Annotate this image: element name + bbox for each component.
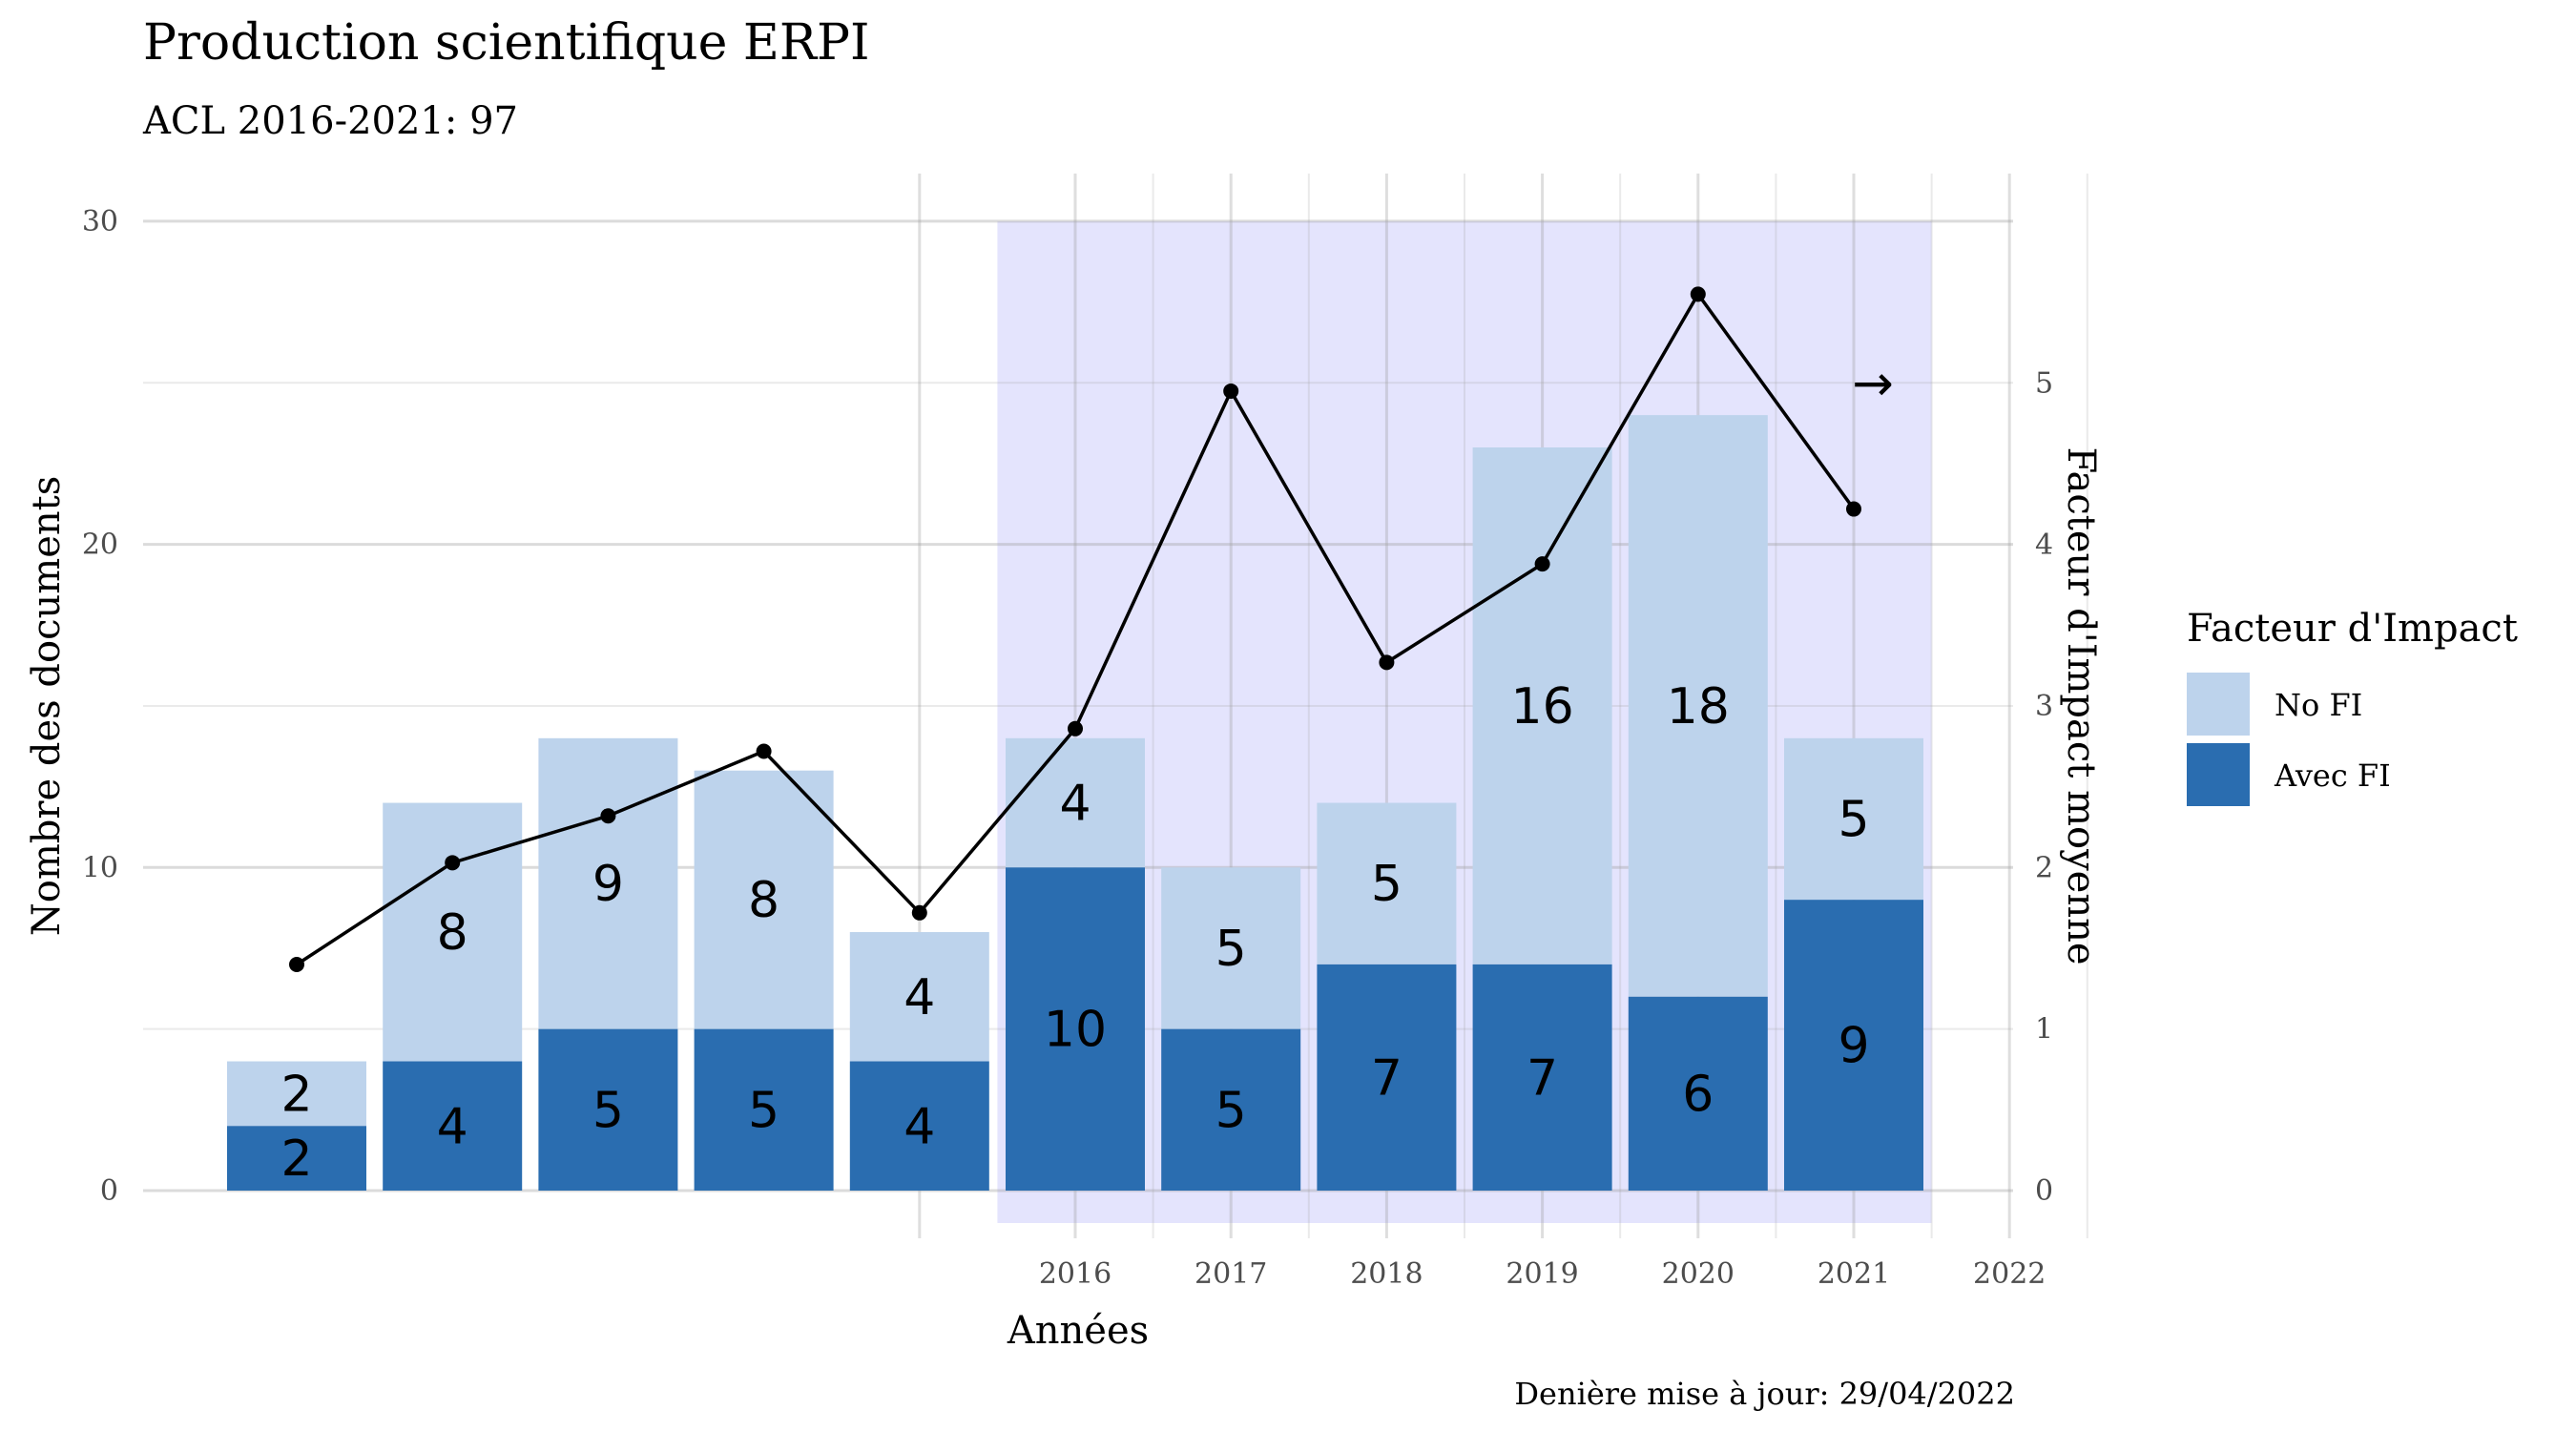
bar-label-avec-fi: 5 bbox=[1215, 1082, 1247, 1139]
bar-avec-fi bbox=[538, 1028, 678, 1191]
legend-label: No FI bbox=[2275, 687, 2362, 723]
y2-tick-label: 5 bbox=[2035, 367, 2053, 401]
bar-no-fi bbox=[1628, 415, 1768, 997]
chart-title: Production scientifique ERPI bbox=[143, 14, 870, 72]
bar-label-no-fi: 16 bbox=[1511, 678, 1574, 736]
y2-tick-label: 3 bbox=[2035, 690, 2053, 723]
y2-axis-ticks: 0 1 2 3 4 5 bbox=[2035, 367, 2053, 1209]
bar-avec-fi bbox=[1317, 964, 1457, 1191]
impact-point bbox=[1846, 501, 1861, 517]
bar-label-avec-fi: 7 bbox=[1527, 1049, 1558, 1107]
bar-label-no-fi: 2 bbox=[280, 1066, 312, 1123]
x-tick-label: 2018 bbox=[1350, 1257, 1423, 1291]
legend-swatch bbox=[2187, 743, 2250, 806]
bar-label-avec-fi: 7 bbox=[1371, 1049, 1402, 1107]
highlight-rect bbox=[997, 220, 1932, 1223]
bar-label-avec-fi: 6 bbox=[1682, 1066, 1714, 1123]
impact-point bbox=[1223, 383, 1239, 399]
impact-point bbox=[289, 956, 304, 972]
x-tick-label: 2019 bbox=[1506, 1257, 1578, 1291]
bar-label-no-fi: 8 bbox=[748, 872, 779, 929]
annotation: → bbox=[1852, 356, 1894, 413]
bar-label-avec-fi: 4 bbox=[437, 1098, 468, 1155]
legend-title: Facteur d'Impact bbox=[2187, 607, 2518, 651]
x-tick-label: 2017 bbox=[1195, 1257, 1267, 1291]
bar-label-no-fi: 8 bbox=[437, 904, 468, 962]
y-axis-ticks: 0 10 20 30 bbox=[82, 205, 118, 1208]
bar-label-avec-fi: 5 bbox=[592, 1082, 624, 1139]
bar-label-avec-fi: 4 bbox=[904, 1098, 935, 1155]
y2-tick-label: 2 bbox=[2035, 851, 2053, 884]
legend-label: Avec FI bbox=[2274, 757, 2391, 794]
bar-avec-fi bbox=[1628, 996, 1768, 1191]
impact-point bbox=[1068, 720, 1083, 736]
legend-swatch bbox=[2187, 673, 2250, 736]
bar-avec-fi bbox=[1161, 1028, 1301, 1191]
y2-tick-label: 4 bbox=[2035, 529, 2053, 562]
bar-no-fi bbox=[1472, 446, 1612, 964]
x-axis-title: Années bbox=[1007, 1309, 1149, 1353]
bar-label-avec-fi: 5 bbox=[748, 1082, 779, 1139]
bar-label-no-fi: 5 bbox=[1215, 921, 1247, 978]
impact-point bbox=[600, 808, 616, 824]
x-tick-label: 2022 bbox=[1973, 1257, 2046, 1291]
bar-no-fi bbox=[849, 932, 989, 1062]
bar-avec-fi bbox=[849, 1061, 989, 1191]
bar-avec-fi bbox=[1006, 867, 1145, 1191]
bar-no-fi bbox=[1161, 867, 1301, 1029]
bar-label-no-fi: 9 bbox=[592, 856, 624, 913]
bar-label-no-fi: 4 bbox=[1059, 776, 1091, 833]
bar-no-fi bbox=[694, 770, 834, 1029]
bar-avec-fi bbox=[1784, 900, 1923, 1191]
bar-no-fi bbox=[1006, 737, 1145, 868]
bar-no-fi bbox=[538, 737, 678, 1029]
impact-point bbox=[756, 743, 772, 759]
y-tick-label: 30 bbox=[82, 205, 118, 238]
highlight-band bbox=[997, 220, 1932, 1223]
chart-caption: Denière mise à jour: 29/04/2022 bbox=[1514, 1376, 2015, 1412]
x-axis-ticks: 2016 2017 2018 2019 2020 2021 2022 bbox=[1039, 1257, 2046, 1291]
impact-point bbox=[911, 904, 927, 921]
chart-subtitle: ACL 2016-2021: 97 bbox=[142, 99, 518, 143]
bar-avec-fi bbox=[383, 1061, 523, 1191]
y-tick-label: 20 bbox=[82, 529, 118, 562]
bar-avec-fi bbox=[1472, 964, 1612, 1191]
x-tick-label: 2021 bbox=[1818, 1257, 1890, 1291]
bar-label-no-fi: 5 bbox=[1838, 791, 1869, 848]
bar-no-fi bbox=[1317, 802, 1457, 964]
y-tick-label: 0 bbox=[100, 1174, 118, 1208]
impact-point bbox=[1379, 654, 1395, 671]
y2-axis-title: Facteur d'Impact moyenne bbox=[2059, 446, 2103, 964]
bar-label-no-fi: 18 bbox=[1667, 678, 1730, 736]
bar-no-fi bbox=[383, 802, 523, 1062]
y-axis-title: Nombre des documents bbox=[25, 476, 69, 936]
bar-label-avec-fi: 9 bbox=[1838, 1018, 1869, 1075]
y2-tick-label: 1 bbox=[2035, 1013, 2053, 1047]
y2-tick-label: 0 bbox=[2035, 1174, 2053, 1208]
bar-no-fi bbox=[227, 1061, 366, 1127]
bar-avec-fi bbox=[227, 1126, 366, 1191]
x-tick-label: 2020 bbox=[1662, 1257, 1735, 1291]
bar-labels: 2 2 4 8 5 9 5 8 4 4 10 4 5 5 7 5 7 16 6 18 9 5 bbox=[280, 678, 1869, 1188]
bar-no-fi bbox=[1784, 737, 1923, 901]
bar-label-no-fi: 4 bbox=[904, 969, 935, 1027]
legend: Facteur d'Impact No FI Avec FI bbox=[2187, 607, 2518, 806]
impact-line bbox=[289, 286, 1861, 972]
bar-label-avec-fi: 2 bbox=[280, 1130, 312, 1188]
y-tick-label: 10 bbox=[82, 851, 118, 884]
x-tick-label: 2016 bbox=[1039, 1257, 1111, 1291]
impact-point bbox=[445, 855, 461, 871]
legend-entries: No FI Avec FI bbox=[2187, 673, 2391, 806]
bar-label-no-fi: 5 bbox=[1371, 856, 1402, 913]
arrow-annotation: → bbox=[1852, 356, 1894, 413]
bar-label-avec-fi: 10 bbox=[1044, 1002, 1107, 1059]
impact-point bbox=[1534, 556, 1550, 572]
impact-point bbox=[1690, 286, 1706, 302]
bar-avec-fi bbox=[694, 1028, 834, 1191]
bars bbox=[227, 415, 1923, 1191]
